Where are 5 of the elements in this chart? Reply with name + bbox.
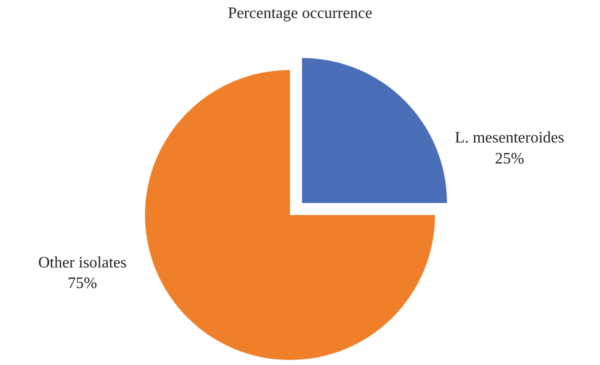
chart-title: Percentage occurrence	[228, 5, 372, 22]
slice-label: L. mesenteroides	[454, 130, 564, 147]
data-label: 25%	[494, 150, 524, 168]
data-label: 75%	[68, 275, 98, 292]
slice-label: Other isolates	[38, 254, 127, 272]
